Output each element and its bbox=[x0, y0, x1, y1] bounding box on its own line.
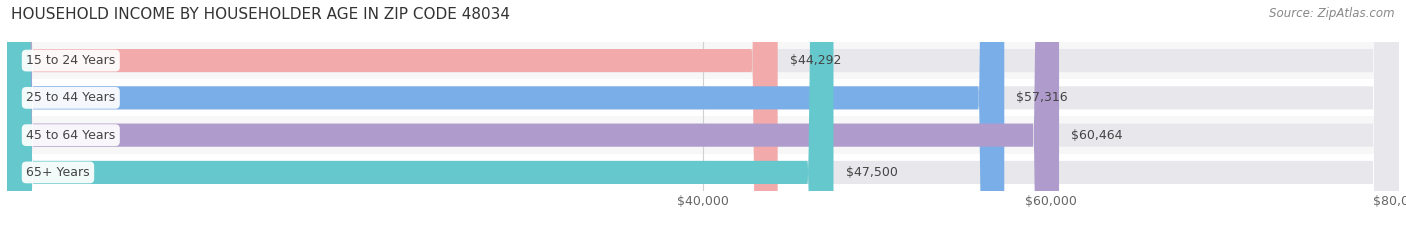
Text: $47,500: $47,500 bbox=[845, 166, 897, 179]
FancyBboxPatch shape bbox=[7, 0, 1399, 233]
Text: $57,316: $57,316 bbox=[1017, 91, 1069, 104]
FancyBboxPatch shape bbox=[7, 0, 778, 233]
Text: $60,464: $60,464 bbox=[1071, 129, 1123, 142]
Text: 45 to 64 Years: 45 to 64 Years bbox=[27, 129, 115, 142]
Bar bbox=[7, 42, 1399, 79]
Text: $44,292: $44,292 bbox=[790, 54, 841, 67]
FancyBboxPatch shape bbox=[7, 0, 834, 233]
Bar bbox=[7, 79, 1399, 116]
FancyBboxPatch shape bbox=[7, 0, 1004, 233]
Text: 65+ Years: 65+ Years bbox=[27, 166, 90, 179]
Text: HOUSEHOLD INCOME BY HOUSEHOLDER AGE IN ZIP CODE 48034: HOUSEHOLD INCOME BY HOUSEHOLDER AGE IN Z… bbox=[11, 7, 510, 22]
FancyBboxPatch shape bbox=[7, 0, 1399, 233]
FancyBboxPatch shape bbox=[7, 0, 1399, 233]
FancyBboxPatch shape bbox=[7, 0, 1399, 233]
Text: Source: ZipAtlas.com: Source: ZipAtlas.com bbox=[1270, 7, 1395, 20]
Text: 15 to 24 Years: 15 to 24 Years bbox=[27, 54, 115, 67]
Text: 25 to 44 Years: 25 to 44 Years bbox=[27, 91, 115, 104]
Bar bbox=[7, 154, 1399, 191]
Bar bbox=[7, 116, 1399, 154]
FancyBboxPatch shape bbox=[7, 0, 1059, 233]
